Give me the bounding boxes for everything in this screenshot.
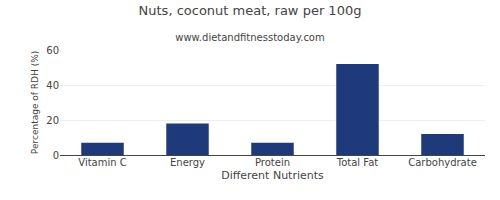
svg-text:Energy: Energy [170,157,205,168]
svg-text:Carbohydrate: Carbohydrate [408,157,477,168]
svg-text:Total Fat: Total Fat [336,157,378,168]
svg-text:40: 40 [46,80,59,91]
svg-text:Protein: Protein [255,157,290,168]
svg-text:Nuts, coconut meat, raw per 10: Nuts, coconut meat, raw per 100g [139,3,362,18]
svg-text:www.dietandfitnesstoday.com: www.dietandfitnesstoday.com [175,32,324,43]
svg-text:Vitamin C: Vitamin C [78,157,126,168]
svg-text:Percentage of RDH (%): Percentage of RDH (%) [30,51,40,154]
svg-text:60: 60 [46,45,59,56]
svg-text:20: 20 [46,115,59,126]
svg-text:0: 0 [53,150,59,161]
svg-text:Different Nutrients: Different Nutrients [221,169,324,182]
